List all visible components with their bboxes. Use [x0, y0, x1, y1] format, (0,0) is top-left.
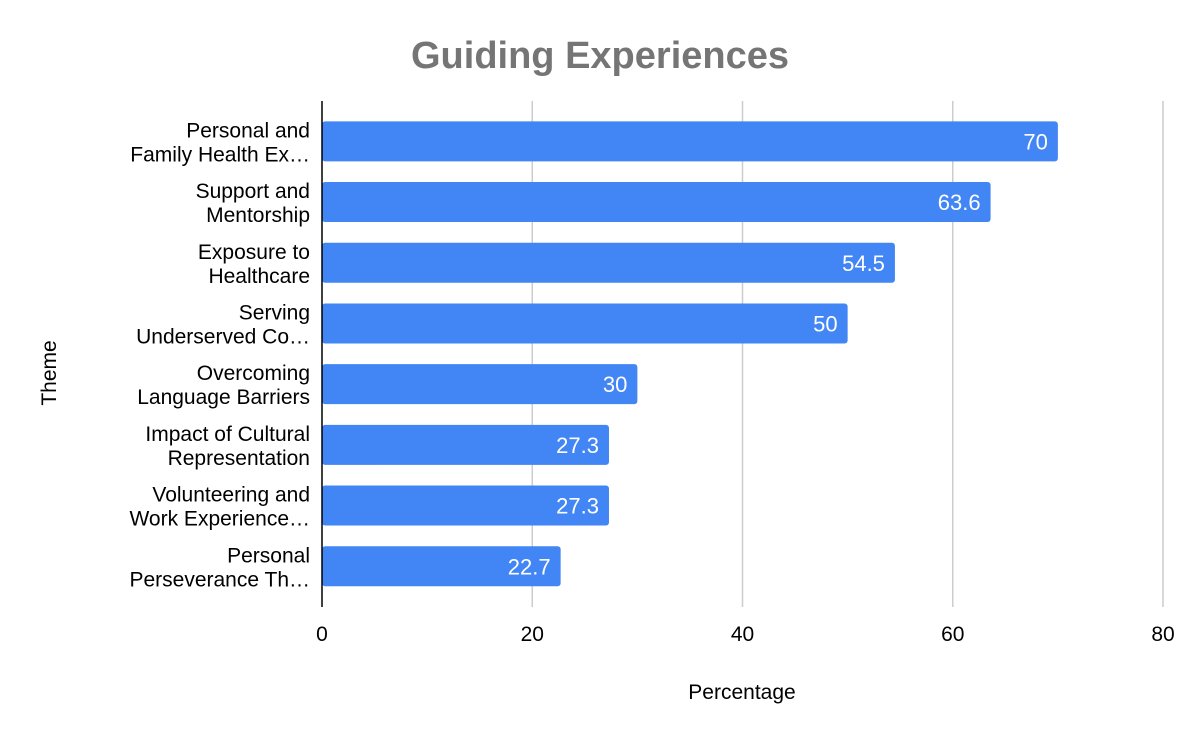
bar — [322, 485, 609, 526]
gridlines — [531, 101, 1164, 607]
bar — [322, 303, 848, 344]
bar-data-label: 50 — [813, 311, 837, 336]
chart-title: Guiding Experiences — [411, 35, 789, 77]
category-label-line: Representation — [168, 447, 310, 470]
category-label-line: Family Health Ex… — [130, 143, 310, 166]
category-label: Impact of Cultural Representation — [145, 423, 310, 470]
bar-data-label: 70 — [1023, 129, 1047, 154]
bar-data-label: 22.7 — [508, 554, 551, 579]
category-label-line: Exposure to — [198, 241, 310, 264]
category-label: Overcoming Language Barriers — [137, 362, 310, 409]
category-label-line: Personal — [227, 544, 310, 567]
bar-data-label: 54.5 — [842, 251, 885, 276]
category-label-line: Impact of Cultural — [145, 423, 310, 446]
category-label-line: Mentorship — [206, 204, 310, 227]
category-label-line: Overcoming — [197, 362, 310, 385]
bar — [322, 546, 561, 587]
bar-data-label: 63.6 — [938, 190, 981, 215]
category-label: Serving Underserved Co… — [136, 301, 310, 348]
category-label-line: Serving — [239, 301, 310, 324]
x-tick-label: 60 — [941, 623, 964, 646]
y-axis-title: Theme — [38, 340, 61, 405]
category-label: Exposure to Healthcare — [198, 241, 310, 288]
bar — [322, 364, 638, 405]
category-label-line: Support and — [196, 180, 310, 203]
bars: 70 63.6 54.5 50 30 27.3 27.3 22.7 — [322, 121, 1058, 587]
category-label-line: Healthcare — [208, 265, 310, 288]
category-label-line: Perseverance Th… — [129, 568, 310, 591]
category-label-line: Personal and — [186, 119, 310, 142]
x-tick-labels: 0 20 40 60 80 — [316, 623, 1175, 646]
bar — [322, 242, 895, 283]
bar-data-label: 30 — [603, 372, 627, 397]
bar-data-label: 27.3 — [556, 494, 599, 519]
x-tick-label: 0 — [316, 623, 328, 646]
bar-data-label: 27.3 — [556, 433, 599, 458]
category-label-line: Volunteering and — [152, 484, 310, 507]
category-label: Volunteering and Work Experience… — [129, 484, 310, 531]
category-labels: Personal and Family Health Ex… Support and… — [129, 119, 310, 591]
x-axis-title: Percentage — [688, 681, 795, 704]
x-tick-label: 40 — [731, 623, 754, 646]
category-label: Support and Mentorship — [196, 180, 310, 227]
bar — [322, 121, 1058, 162]
category-label: Personal Perseverance Th… — [129, 544, 310, 591]
category-label: Personal and Family Health Ex… — [130, 119, 310, 166]
x-tick-label: 80 — [1151, 623, 1174, 646]
category-label-line: Work Experience… — [129, 508, 310, 531]
bar — [322, 182, 991, 223]
category-label-line: Language Barriers — [137, 386, 310, 409]
category-label-line: Underserved Co… — [136, 325, 310, 348]
x-tick-label: 20 — [521, 623, 544, 646]
bar — [322, 424, 609, 465]
